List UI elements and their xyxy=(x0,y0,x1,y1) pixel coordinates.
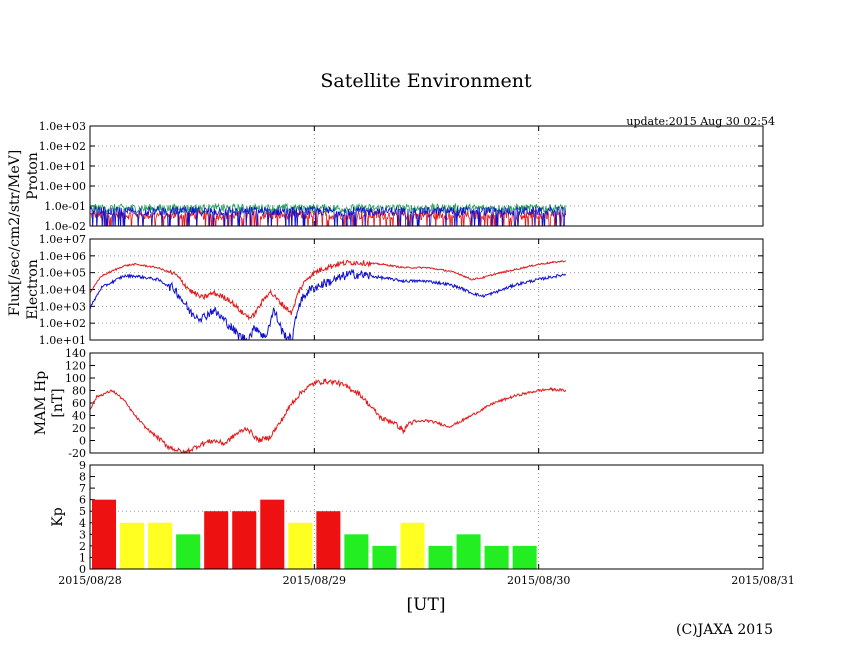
kp-ytick-label: 0 xyxy=(79,563,86,576)
electron-ytick-label: 1.0e+06 xyxy=(39,250,86,263)
proton-ytick-label: 1.0e+00 xyxy=(39,180,86,193)
kp-bar xyxy=(176,534,201,569)
proton-ytick-label: 1.0e-02 xyxy=(44,220,86,233)
kp-ytick-label: 5 xyxy=(79,505,86,518)
hp-ytick-label: 120 xyxy=(65,360,86,373)
hp-ytick-label: 60 xyxy=(72,397,86,410)
hp-ytick-label: 140 xyxy=(65,347,86,360)
kp-series-group xyxy=(92,499,537,569)
kp-bar xyxy=(372,545,397,569)
kp-ytick-label: 7 xyxy=(79,482,86,495)
electron-ytick-label: 1.0e+07 xyxy=(39,233,86,246)
x-tick-label: 2015/08/29 xyxy=(283,574,346,587)
kp-ytick-label: 3 xyxy=(79,528,86,541)
hp-ytick-label: -20 xyxy=(68,447,86,460)
kp-bar xyxy=(120,522,145,569)
kp-ytick-label: 9 xyxy=(79,459,86,472)
proton-ytick-label: 1.0e+03 xyxy=(39,120,86,133)
electron-frame xyxy=(89,238,764,341)
electron-red-line xyxy=(90,259,566,321)
kp-bar xyxy=(232,511,257,569)
proton-ylabel: Proton xyxy=(25,152,41,200)
electron-ytick-label: 1.0e+02 xyxy=(39,317,86,330)
x-tick-label: 2015/08/31 xyxy=(731,574,794,587)
proton-ytick-label: 1.0e+01 xyxy=(39,160,86,173)
kp-bar xyxy=(400,522,425,569)
hp-series-group xyxy=(90,378,567,453)
hp-ytick-label: 80 xyxy=(72,385,86,398)
kp-bar xyxy=(316,511,341,569)
kp-bar xyxy=(344,534,369,569)
kp-ytick-label: 6 xyxy=(79,494,86,507)
proton-ytick-label: 1.0e-01 xyxy=(44,200,86,213)
proton-series-group xyxy=(90,202,566,226)
electron-ytick-label: 1.0e+04 xyxy=(39,284,86,297)
electron-ytick-label: 1.0e+01 xyxy=(39,334,86,347)
update-timestamp: update:2015 Aug 30 02:54 xyxy=(626,115,775,128)
hp-ytick-label: 0 xyxy=(79,435,86,448)
kp-frame xyxy=(89,464,764,570)
hp-red-line xyxy=(90,378,567,453)
electron-ylabel: Electron xyxy=(25,259,41,320)
proton-ytick-label: 1.0e+02 xyxy=(39,140,86,153)
kp-bar xyxy=(204,511,229,569)
kp-bar xyxy=(260,499,285,569)
electron-blue-line xyxy=(90,268,566,340)
kp-ytick-label: 4 xyxy=(79,517,86,530)
flux-ylabel: Flux[/sec/cm2/str/MeV] xyxy=(7,150,23,316)
kp-bar xyxy=(484,545,509,569)
kp-bar xyxy=(92,499,117,569)
kp-ytick-label: 2 xyxy=(79,540,86,553)
hp-ylabel: MAM Hp xyxy=(33,371,49,435)
kp-bar xyxy=(512,545,537,569)
hp-ytick-label: 100 xyxy=(65,372,86,385)
copyright-label: (C)JAXA 2015 xyxy=(676,622,773,638)
x-tick-label: 2015/08/28 xyxy=(58,574,121,587)
kp-ytick-label: 1 xyxy=(79,551,86,564)
chart-title: Satellite Environment xyxy=(320,70,532,92)
kp-ytick-label: 8 xyxy=(79,471,86,484)
kp-bar xyxy=(456,534,481,569)
proton-frame xyxy=(89,125,764,227)
kp-bar xyxy=(288,522,313,569)
kp-ylabel: Kp xyxy=(50,507,66,526)
kp-bar xyxy=(428,545,453,569)
x-axis-label: [UT] xyxy=(407,595,446,615)
electron-series-group xyxy=(90,259,566,340)
kp-bar xyxy=(148,522,173,569)
x-tick-label: 2015/08/30 xyxy=(507,574,570,587)
hp-ylabel-unit: [nT] xyxy=(50,388,66,417)
hp-ytick-label: 20 xyxy=(72,422,86,435)
electron-ytick-label: 1.0e+05 xyxy=(39,267,86,280)
hp-frame xyxy=(89,352,764,454)
proton-blue-line xyxy=(90,205,566,226)
electron-ytick-label: 1.0e+03 xyxy=(39,300,86,313)
hp-ytick-label: 40 xyxy=(72,410,86,423)
